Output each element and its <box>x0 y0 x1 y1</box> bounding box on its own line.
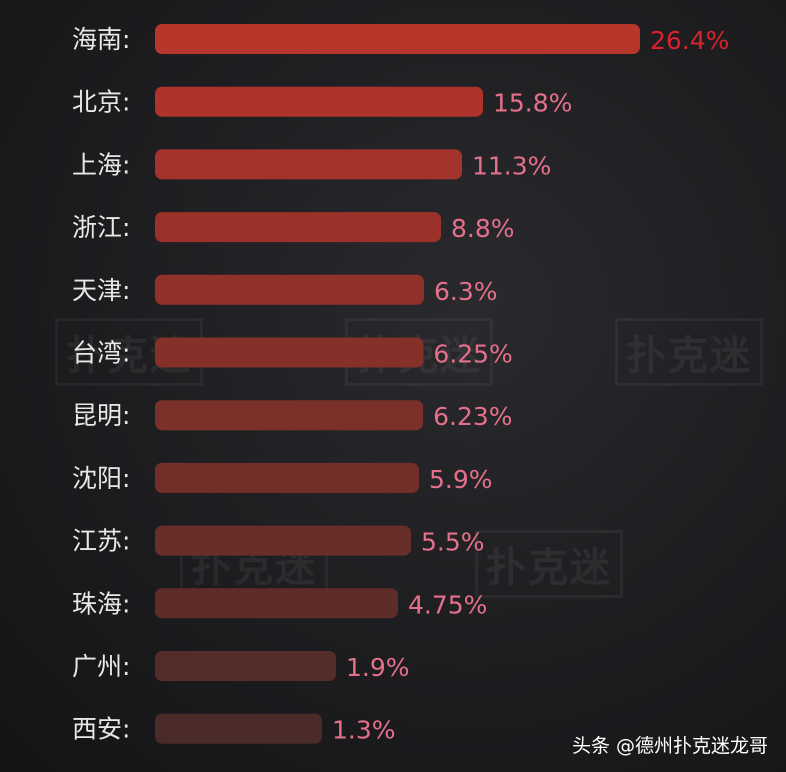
value-label: 6.25% <box>433 340 512 369</box>
value-label: 11.3% <box>472 151 551 180</box>
value-label: 8.8% <box>451 214 515 243</box>
bar <box>155 713 322 744</box>
value-label: 15.8% <box>493 89 572 118</box>
bar <box>155 651 336 681</box>
category-label: 浙江: <box>72 213 130 242</box>
bar <box>155 588 398 619</box>
bar <box>155 337 424 368</box>
category-label: 天津: <box>72 276 130 305</box>
value-label: 5.5% <box>421 528 485 557</box>
bar <box>155 525 411 556</box>
value-label: 1.3% <box>332 716 396 745</box>
value-label: 4.75% <box>408 590 487 619</box>
category-label: 台湾: <box>72 339 130 368</box>
value-label: 26.4% <box>650 26 729 55</box>
value-label: 5.9% <box>429 465 493 494</box>
category-label: 昆明: <box>72 401 130 430</box>
category-label: 江苏: <box>72 527 130 556</box>
bar <box>155 149 462 180</box>
category-label: 上海: <box>72 150 130 179</box>
bar <box>155 274 424 305</box>
category-label: 海南: <box>72 25 130 54</box>
category-label: 广州: <box>72 652 130 681</box>
watermark: 扑克迷 <box>475 530 623 598</box>
category-label: 珠海: <box>72 589 130 618</box>
watermark: 扑克迷 <box>615 318 763 386</box>
bar <box>155 86 483 117</box>
value-label: 6.23% <box>433 402 512 431</box>
category-label: 西安: <box>72 715 130 744</box>
category-label: 北京: <box>72 88 130 117</box>
category-label: 沈阳: <box>72 464 130 493</box>
value-label: 1.9% <box>346 653 410 682</box>
bar <box>155 462 419 493</box>
credit-text: 头条 @德州扑克迷龙哥 <box>571 735 768 757</box>
bar <box>155 400 424 431</box>
bar <box>155 24 640 54</box>
bar <box>155 212 441 243</box>
value-label: 6.3% <box>434 277 498 306</box>
